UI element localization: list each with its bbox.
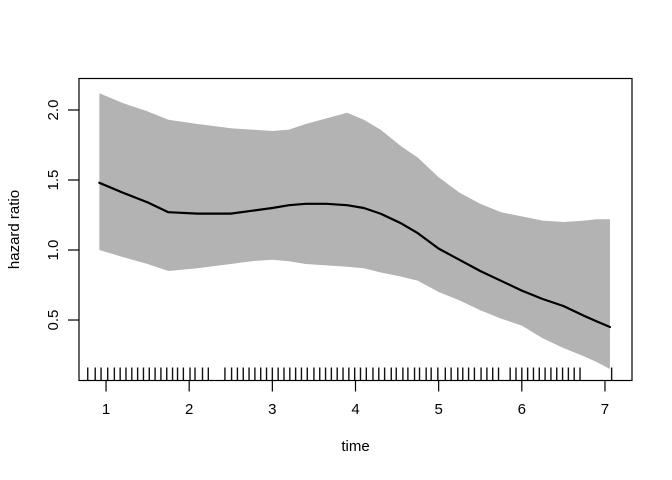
x-tick-label: 3 xyxy=(268,401,276,418)
y-tick-label: 2.0 xyxy=(45,100,62,121)
x-axis-tick-labels: 1 2 3 4 5 6 7 xyxy=(102,401,609,418)
confidence-band xyxy=(99,93,610,370)
x-tick-label: 1 xyxy=(102,401,110,418)
y-axis-ticks xyxy=(68,109,79,321)
hazard-curve xyxy=(98,181,612,329)
x-tick-label: 2 xyxy=(185,401,193,418)
y-tick-label: 1.5 xyxy=(45,170,62,191)
rug-ticks xyxy=(87,367,613,381)
x-tick-label: 4 xyxy=(351,401,359,418)
y-tick-label: 0.5 xyxy=(45,310,62,331)
x-tick-label: 7 xyxy=(601,401,609,418)
x-tick-label: 6 xyxy=(518,401,526,418)
hazard-curve-group xyxy=(98,181,612,329)
y-tick-label: 1.0 xyxy=(45,240,62,261)
y-axis-label: hazard ratio xyxy=(6,190,23,269)
x-axis-label: time xyxy=(341,438,369,455)
y-axis-tick-labels: 0.5 1.0 1.5 2.0 xyxy=(45,100,62,331)
x-tick-label: 5 xyxy=(434,401,442,418)
x-axis-ticks xyxy=(105,380,606,392)
confidence-band-group xyxy=(99,93,610,370)
